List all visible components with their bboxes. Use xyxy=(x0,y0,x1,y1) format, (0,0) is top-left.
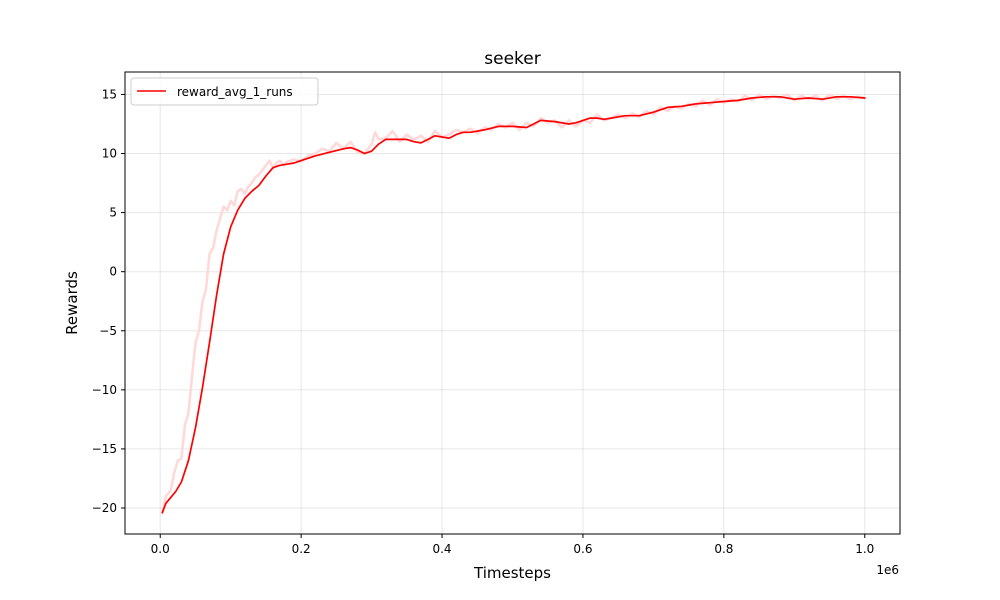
plot-frame xyxy=(124,71,901,535)
y-tick-label: 10 xyxy=(102,147,117,161)
y-tick-label: −10 xyxy=(92,383,117,397)
x-tick-label: 0.4 xyxy=(432,542,451,556)
x-tick-label: 1.0 xyxy=(855,542,874,556)
x-axis-offset-text: 1e6 xyxy=(876,563,899,577)
legend-label: reward_avg_1_runs xyxy=(177,85,293,99)
y-tick-label: −15 xyxy=(92,442,117,456)
y-axis-label: Rewards xyxy=(63,271,81,335)
x-tick-label: 0.0 xyxy=(151,542,170,556)
legend: reward_avg_1_runs xyxy=(130,77,319,106)
y-tick-label: 0 xyxy=(109,265,117,279)
plot-lines xyxy=(161,93,867,515)
chart-title: seeker xyxy=(484,49,540,69)
y-tick-label: −5 xyxy=(99,324,117,338)
x-axis-label: Timesteps xyxy=(473,564,551,582)
y-tick-label: 15 xyxy=(102,87,117,101)
y-axis-ticks: −20 −15 −10 −5 0 5 10 15 xyxy=(92,87,125,515)
y-tick-label: −20 xyxy=(92,501,117,515)
x-tick-label: 0.6 xyxy=(573,542,592,556)
x-tick-label: 0.8 xyxy=(714,542,733,556)
legend-box xyxy=(130,77,319,106)
x-tick-label: 0.2 xyxy=(292,542,311,556)
series-line-reward-avg xyxy=(161,95,866,514)
grid xyxy=(125,72,900,534)
y-tick-label: 5 xyxy=(109,206,117,220)
x-axis-ticks: 0.0 0.2 0.4 0.6 0.8 1.0 xyxy=(151,534,874,556)
